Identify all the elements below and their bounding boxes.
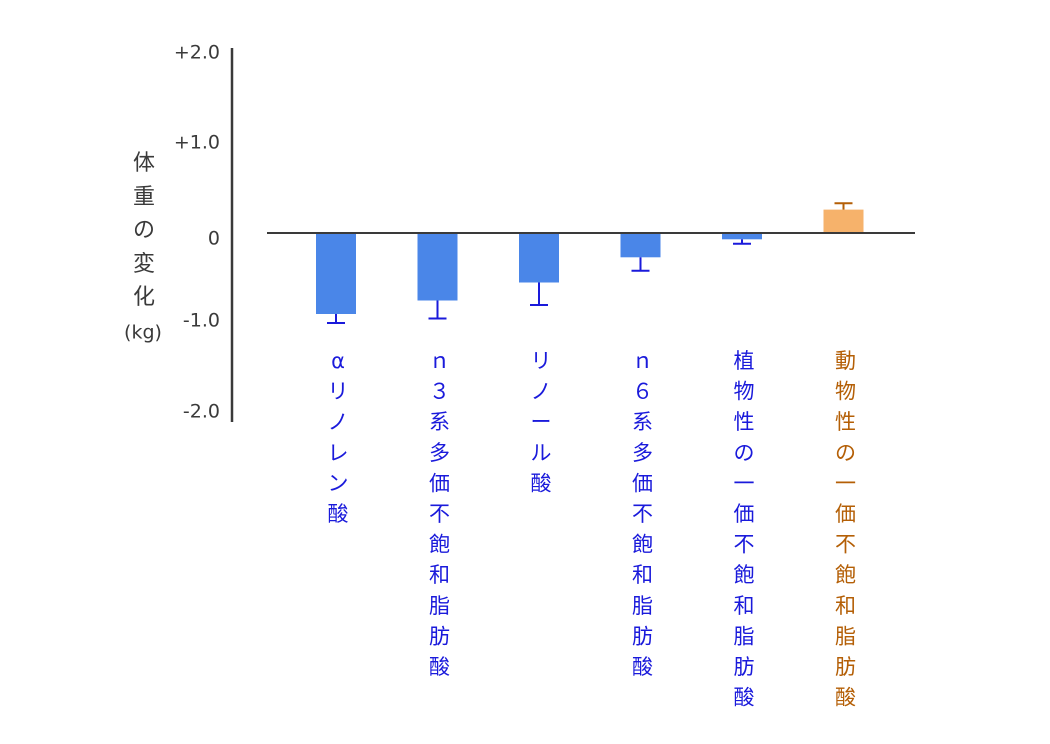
category-label-char: 一 [835, 471, 856, 495]
category-label-char: 肪 [734, 655, 755, 679]
category-label-char: 酸 [632, 655, 653, 679]
category-label-char: 和 [734, 594, 755, 618]
category-label-char: 飽 [835, 563, 856, 587]
bar [620, 233, 661, 258]
category-label-char: 酸 [429, 655, 450, 679]
category-label-char: 物 [734, 380, 755, 404]
category-label-char: リ [531, 349, 552, 373]
category-label-char: 多 [429, 441, 450, 465]
category-label-char: の [835, 441, 856, 465]
category-label-char: 不 [632, 502, 653, 526]
category-label-char: 肪 [835, 655, 856, 679]
category-label-char: 脂 [632, 594, 653, 618]
category-label-char: 価 [835, 502, 856, 526]
y-tick-label: +2.0 [174, 42, 220, 64]
category-label-char: 植 [734, 349, 755, 373]
category-label-char: 酸 [531, 471, 552, 495]
y-axis-label-char: 変 [133, 252, 155, 277]
bar [722, 233, 762, 240]
bar [519, 233, 559, 283]
category-label-char: 不 [835, 533, 856, 557]
category-label-char: ノ [328, 410, 349, 434]
category-label-char: 不 [429, 502, 450, 526]
category-label-char: 和 [632, 563, 653, 587]
category-label-char: の [734, 441, 755, 465]
category-label-char: 一 [734, 471, 755, 495]
y-axis-label-char: の [133, 218, 155, 243]
category-label-char: 価 [429, 471, 450, 495]
category-label-char: 価 [632, 471, 653, 495]
y-axis: +2.0 +1.0 0 -1.0 -2.0 [174, 42, 234, 423]
category-label-char: 酸 [835, 686, 856, 710]
category-label-char: 系 [429, 410, 450, 434]
y-tick-label: -1.0 [183, 310, 220, 332]
category-label-char: 飽 [429, 533, 450, 557]
category-label-char: 多 [632, 441, 653, 465]
category-label-char: ｎ [429, 349, 450, 373]
category-label-char: ３ [429, 380, 450, 404]
category-label-char: 肪 [429, 624, 450, 648]
y-axis-unit: (kg) [124, 322, 162, 344]
category-label-char: 酸 [328, 502, 349, 526]
category-label-char: 系 [632, 410, 653, 434]
category-label-char: 不 [734, 533, 755, 557]
bar [823, 209, 864, 233]
bar [417, 233, 458, 301]
category-label-char: 和 [835, 594, 856, 618]
category-label-char: ６ [632, 380, 653, 404]
category-label-char: ー [531, 410, 552, 434]
category-label-char: ノ [531, 380, 552, 404]
category-labels: αリノレン酸ｎ３系多価不飽和脂肪酸リノール酸ｎ６系多価不飽和脂肪酸植物性の一価不… [328, 349, 857, 710]
category-label-char: ル [531, 441, 552, 465]
category-label-char: α [331, 349, 345, 373]
category-label-char: 酸 [734, 686, 755, 710]
y-axis-label-char: 体 [133, 151, 155, 176]
category-label-char: ｎ [632, 349, 653, 373]
category-label-char: レ [328, 441, 349, 465]
y-axis-label-char: 重 [133, 185, 155, 210]
category-label-char: 性 [734, 410, 755, 434]
category-label-char: 飽 [734, 563, 755, 587]
y-tick-label: -2.0 [183, 401, 220, 423]
category-label-char: 物 [835, 380, 856, 404]
y-axis-label-char: 化 [133, 285, 155, 310]
category-label-char: リ [328, 380, 349, 404]
y-tick-label: 0 [208, 228, 220, 250]
category-label-char: 動 [835, 349, 856, 373]
category-label-char: 和 [429, 563, 450, 587]
category-label-char: 脂 [734, 624, 755, 648]
category-label-char: 肪 [632, 624, 653, 648]
y-tick-label: +1.0 [174, 132, 220, 154]
category-label-char: ン [328, 471, 349, 495]
bar [316, 233, 356, 314]
category-label-char: 脂 [835, 624, 856, 648]
bars [316, 202, 864, 324]
category-label-char: 性 [835, 410, 856, 434]
category-label-char: 価 [734, 502, 755, 526]
category-label-char: 飽 [632, 533, 653, 557]
category-label-char: 脂 [429, 594, 450, 618]
